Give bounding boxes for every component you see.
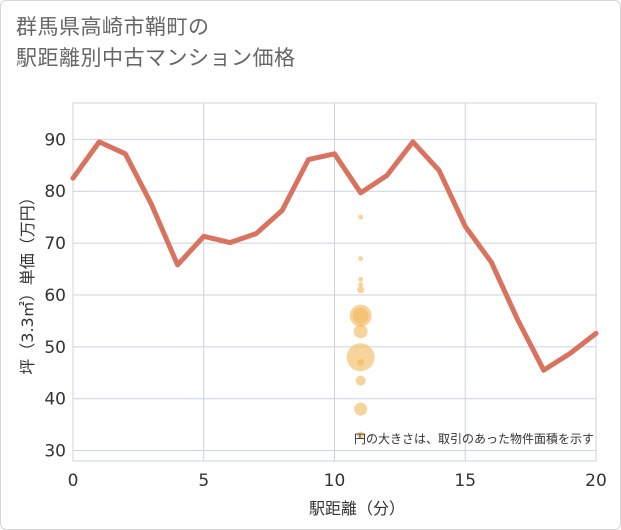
x-tick-label: 15 — [454, 471, 476, 491]
y-tick-labels: 30 40 50 60 70 80 90 — [44, 130, 66, 461]
bubble-point — [352, 307, 369, 324]
bubble-point — [357, 358, 365, 366]
y-axis-label: 坪（3.3㎡）単価（万円） — [18, 189, 37, 374]
x-tick-label: 20 — [585, 471, 607, 491]
bubble-point — [358, 214, 364, 220]
y-tick-label: 80 — [44, 182, 66, 202]
y-tick-label: 60 — [44, 286, 66, 306]
x-tick-labels: 0 5 10 15 20 — [68, 471, 607, 491]
bubble-point — [353, 324, 368, 339]
grid — [72, 102, 597, 462]
bubble-series — [346, 214, 375, 439]
chart-title-line2: 駅距離別中古マンション価格 — [16, 46, 296, 70]
chart-title: 群馬県高崎市鞘町の 駅距離別中古マンション価格 — [16, 12, 296, 74]
bubble-point — [357, 286, 365, 294]
y-tick-label: 50 — [44, 338, 66, 358]
bubble-point — [354, 402, 368, 416]
chart-title-line1: 群馬県高崎市鞘町の — [16, 15, 210, 39]
x-tick-label: 0 — [68, 471, 79, 491]
line-series — [70, 139, 599, 373]
bubble-point — [358, 256, 364, 262]
x-tick-label: 5 — [198, 471, 209, 491]
bubble-point — [358, 276, 364, 282]
bubble-point — [358, 282, 364, 288]
chart-note: 円の大きさは、取引のあった物件面積を示す — [354, 431, 594, 446]
bubble-point — [357, 431, 365, 439]
bubble-point — [346, 343, 375, 372]
y-tick-label: 90 — [44, 130, 66, 150]
x-tick-label: 10 — [324, 471, 346, 491]
y-tick-label: 30 — [44, 442, 66, 462]
price-line — [70, 139, 599, 373]
x-axis-label: 駅距離（分） — [309, 499, 405, 518]
y-tick-label: 40 — [44, 390, 66, 410]
bubble-point — [355, 375, 366, 386]
y-tick-label: 70 — [44, 234, 66, 254]
